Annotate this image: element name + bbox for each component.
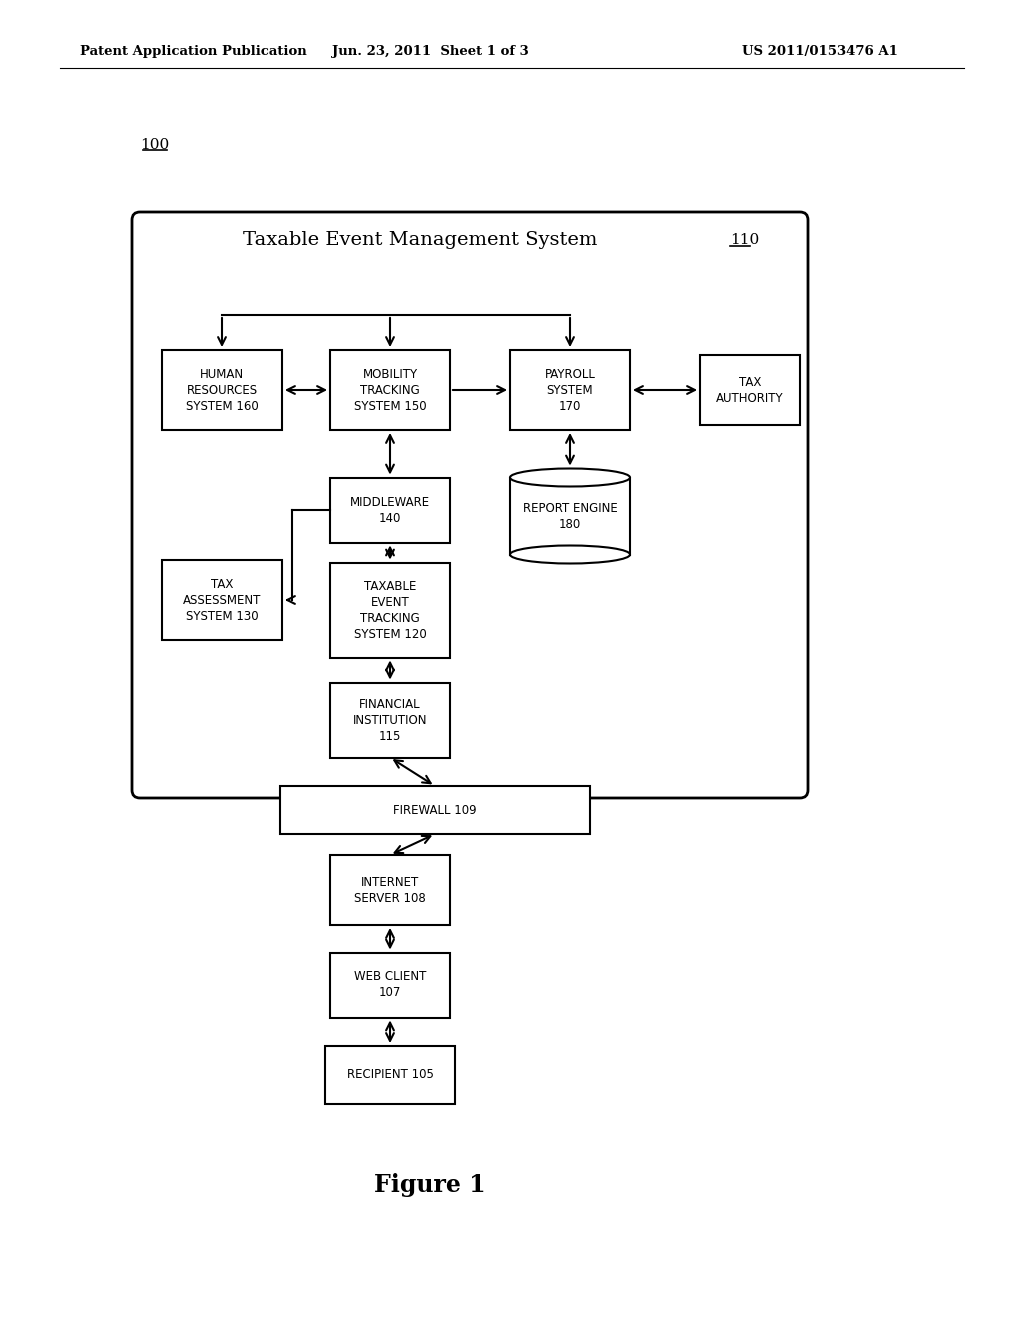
Text: REPORT ENGINE
180: REPORT ENGINE 180 [522, 502, 617, 531]
FancyBboxPatch shape [162, 560, 282, 640]
FancyBboxPatch shape [330, 562, 450, 657]
FancyBboxPatch shape [325, 1045, 455, 1104]
Text: 110: 110 [730, 234, 759, 247]
FancyBboxPatch shape [330, 350, 450, 430]
Text: MIDDLEWARE
140: MIDDLEWARE 140 [350, 495, 430, 524]
Text: US 2011/0153476 A1: US 2011/0153476 A1 [742, 45, 898, 58]
Text: Figure 1: Figure 1 [374, 1173, 485, 1197]
Text: TAX
ASSESSMENT
SYSTEM 130: TAX ASSESSMENT SYSTEM 130 [183, 578, 261, 623]
Text: FINANCIAL
INSTITUTION
115: FINANCIAL INSTITUTION 115 [352, 697, 427, 742]
Text: 100: 100 [140, 139, 170, 152]
Text: Jun. 23, 2011  Sheet 1 of 3: Jun. 23, 2011 Sheet 1 of 3 [332, 45, 528, 58]
FancyBboxPatch shape [330, 855, 450, 925]
FancyBboxPatch shape [510, 350, 630, 430]
FancyBboxPatch shape [330, 478, 450, 543]
Text: MOBILITY
TRACKING
SYSTEM 150: MOBILITY TRACKING SYSTEM 150 [353, 367, 426, 412]
Text: PAYROLL
SYSTEM
170: PAYROLL SYSTEM 170 [545, 367, 595, 412]
Text: HUMAN
RESOURCES
SYSTEM 160: HUMAN RESOURCES SYSTEM 160 [185, 367, 258, 412]
Text: INTERNET
SERVER 108: INTERNET SERVER 108 [354, 875, 426, 904]
FancyBboxPatch shape [700, 355, 800, 425]
FancyBboxPatch shape [330, 953, 450, 1018]
FancyBboxPatch shape [510, 478, 630, 554]
Text: WEB CLIENT
107: WEB CLIENT 107 [354, 970, 426, 999]
Text: TAX
AUTHORITY: TAX AUTHORITY [716, 375, 783, 404]
Text: FIREWALL 109: FIREWALL 109 [393, 804, 477, 817]
Ellipse shape [510, 469, 630, 487]
Text: Patent Application Publication: Patent Application Publication [80, 45, 307, 58]
Text: Taxable Event Management System: Taxable Event Management System [243, 231, 597, 249]
Text: RECIPIENT 105: RECIPIENT 105 [346, 1068, 433, 1081]
Ellipse shape [510, 545, 630, 564]
FancyBboxPatch shape [280, 785, 590, 834]
FancyBboxPatch shape [132, 213, 808, 799]
FancyBboxPatch shape [330, 682, 450, 758]
Text: TAXABLE
EVENT
TRACKING
SYSTEM 120: TAXABLE EVENT TRACKING SYSTEM 120 [353, 579, 426, 640]
FancyBboxPatch shape [162, 350, 282, 430]
